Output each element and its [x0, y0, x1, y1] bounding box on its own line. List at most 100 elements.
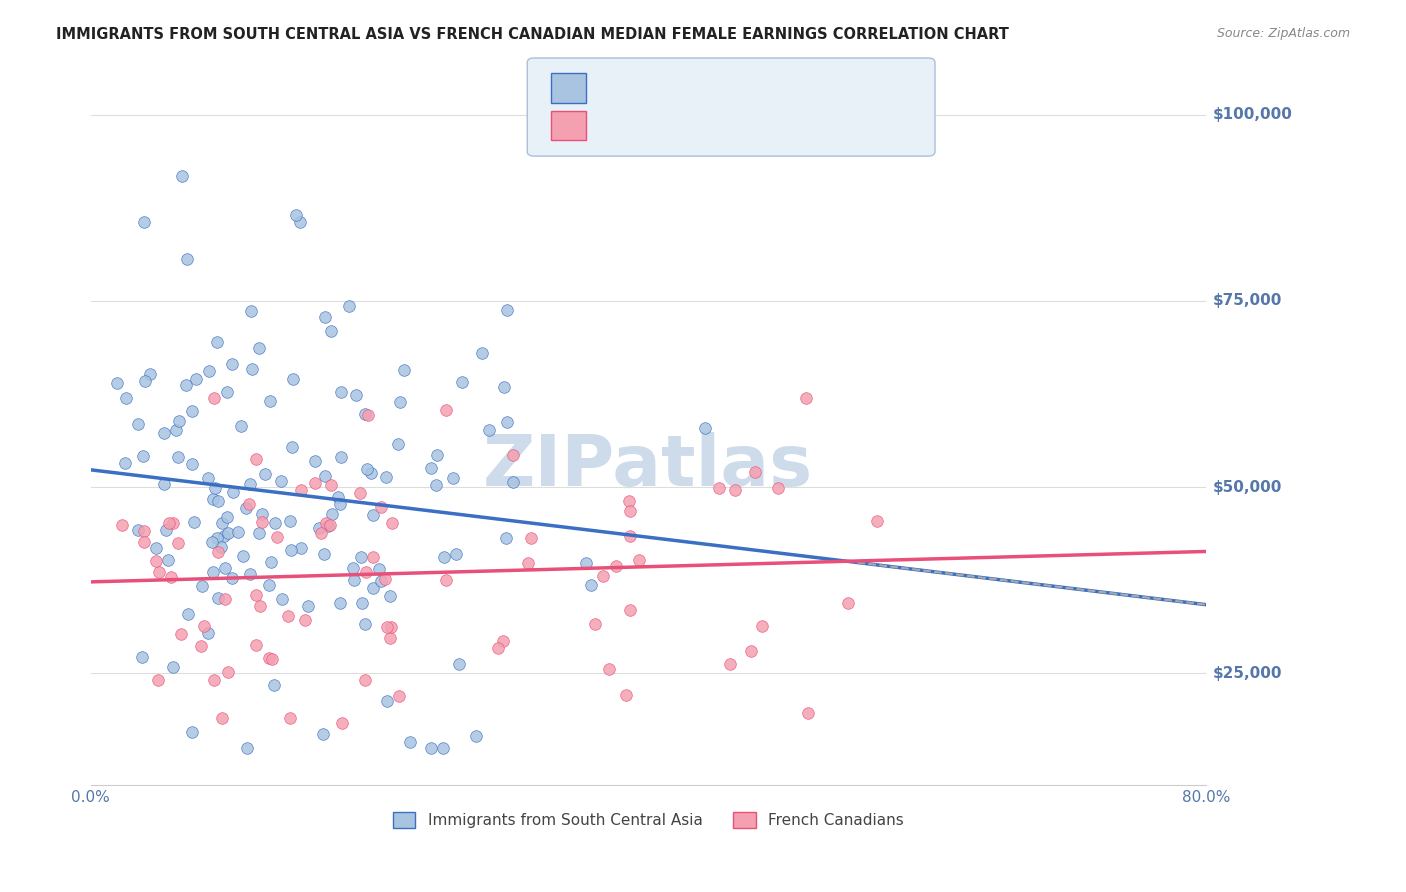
- Point: [337, 299, 360, 313]
- Point: [197, 626, 219, 640]
- Point: [157, 516, 180, 531]
- Point: [768, 481, 790, 495]
- Point: [724, 483, 747, 497]
- Point: [217, 510, 239, 524]
- Point: [174, 378, 197, 392]
- Point: [361, 508, 384, 522]
- Point: [311, 727, 333, 741]
- Point: [277, 609, 299, 624]
- Point: [191, 579, 214, 593]
- Point: [214, 561, 236, 575]
- Point: [319, 517, 342, 532]
- Point: [492, 380, 515, 394]
- Point: [326, 490, 349, 504]
- Point: [496, 416, 519, 430]
- Point: [245, 589, 267, 603]
- Point: [105, 376, 128, 390]
- Point: [304, 453, 326, 467]
- Point: [354, 617, 377, 632]
- Point: [166, 450, 188, 464]
- Point: [329, 595, 352, 609]
- Point: [165, 423, 187, 437]
- Point: [156, 553, 179, 567]
- Point: [695, 421, 717, 435]
- Point: [290, 215, 312, 229]
- Point: [356, 461, 378, 475]
- Text: $75,000: $75,000: [1213, 293, 1282, 309]
- Point: [349, 485, 371, 500]
- Point: [343, 573, 366, 587]
- Point: [432, 740, 454, 755]
- Point: [471, 345, 494, 359]
- Point: [614, 689, 637, 703]
- Point: [598, 662, 620, 676]
- Point: [368, 562, 391, 576]
- Point: [170, 169, 193, 183]
- Point: [314, 310, 336, 324]
- Point: [180, 457, 202, 471]
- Point: [284, 208, 307, 222]
- Point: [579, 578, 602, 592]
- Point: [426, 448, 449, 462]
- Point: [797, 706, 820, 720]
- Point: [181, 403, 204, 417]
- Point: [380, 619, 402, 633]
- Point: [145, 553, 167, 567]
- Point: [205, 531, 228, 545]
- Point: [260, 555, 283, 569]
- Point: [278, 711, 301, 725]
- Point: [153, 477, 176, 491]
- Point: [146, 673, 169, 687]
- Point: [214, 591, 236, 606]
- Point: [495, 532, 517, 546]
- Point: [314, 469, 336, 483]
- Point: [245, 451, 267, 466]
- Point: [245, 638, 267, 652]
- Point: [375, 620, 398, 634]
- Point: [751, 618, 773, 632]
- Point: [304, 475, 326, 490]
- Point: [363, 549, 385, 564]
- Point: [249, 341, 271, 355]
- Point: [319, 324, 342, 338]
- Point: [193, 619, 215, 633]
- Point: [170, 627, 193, 641]
- Point: [837, 597, 859, 611]
- Point: [197, 471, 219, 485]
- Point: [249, 599, 271, 613]
- Point: [619, 504, 641, 518]
- Point: [201, 566, 224, 580]
- Point: [354, 407, 377, 421]
- Point: [619, 529, 641, 543]
- Point: [425, 478, 447, 492]
- Point: [132, 535, 155, 549]
- Point: [332, 716, 354, 731]
- Point: [160, 570, 183, 584]
- Point: [226, 524, 249, 539]
- Point: [259, 393, 281, 408]
- Point: [260, 652, 283, 666]
- Point: [198, 364, 221, 378]
- Point: [247, 525, 270, 540]
- Point: [239, 303, 262, 318]
- Point: [250, 515, 273, 529]
- Point: [321, 478, 343, 492]
- Point: [419, 740, 441, 755]
- Point: [239, 566, 262, 581]
- Point: [270, 592, 292, 607]
- Point: [280, 543, 302, 558]
- Point: [357, 408, 380, 422]
- Text: $50,000: $50,000: [1213, 480, 1282, 495]
- Text: ZIPatlas: ZIPatlas: [484, 432, 813, 501]
- Point: [217, 665, 239, 679]
- Point: [378, 589, 401, 603]
- Point: [281, 440, 304, 454]
- Point: [744, 465, 766, 479]
- Text: $100,000: $100,000: [1213, 107, 1292, 122]
- Point: [502, 475, 524, 490]
- Point: [502, 448, 524, 462]
- Point: [388, 689, 411, 703]
- Point: [169, 414, 191, 428]
- Point: [380, 516, 402, 531]
- Point: [314, 548, 336, 562]
